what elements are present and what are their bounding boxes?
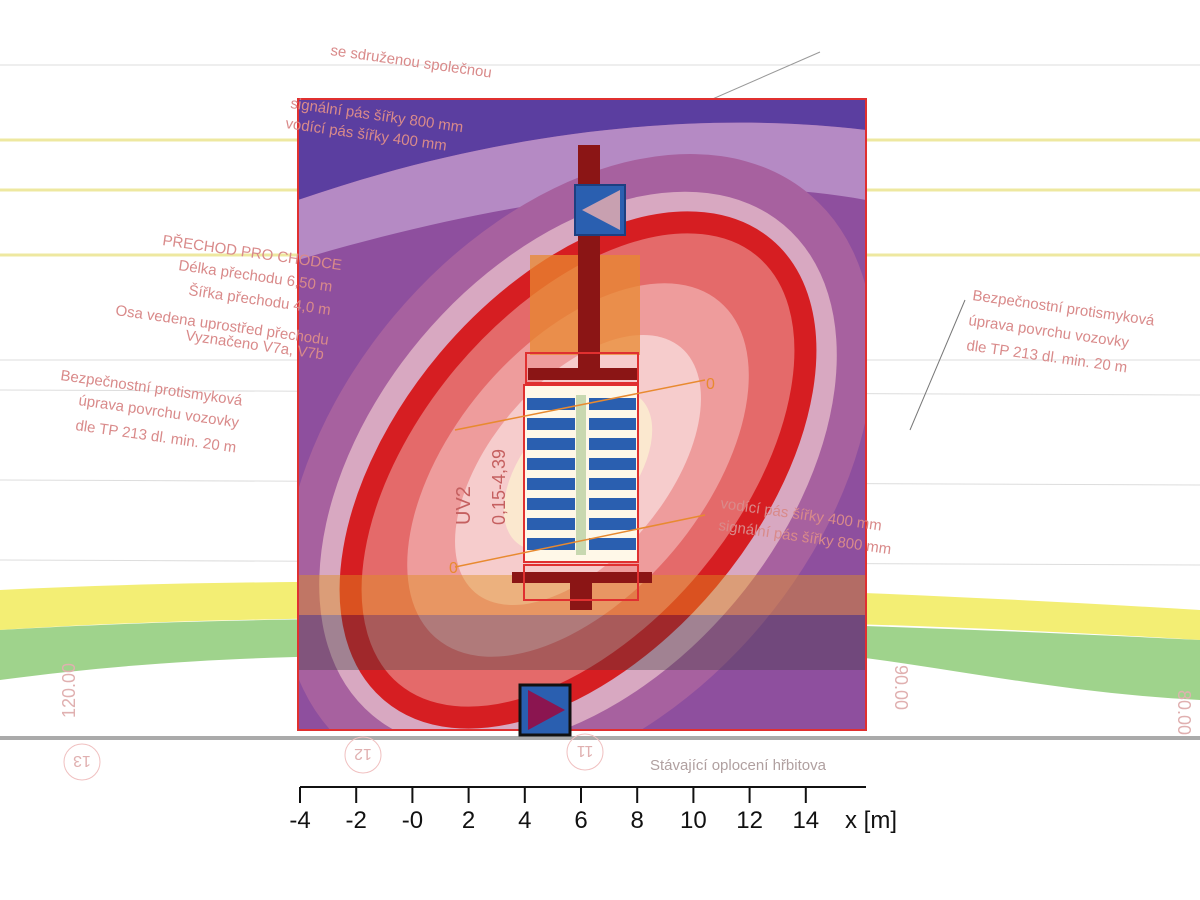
station-circle [63,743,101,781]
stripe [527,418,575,430]
stripe [527,398,575,410]
scale-label: 2 [462,807,475,834]
stripe [589,458,636,470]
stripe [527,518,575,530]
scale-label: 4 [518,807,531,834]
stripe [589,438,636,450]
crossbar [512,572,652,583]
isoline [454,514,706,568]
calc-area [297,98,867,731]
stripe [589,518,636,530]
crosswalk-median [576,395,586,555]
pole [570,583,592,610]
contour-band [298,99,866,200]
station-number: 11 [577,742,594,759]
stripe [527,498,575,510]
stripe [527,538,575,550]
fixture-label: UV2 [453,486,475,525]
isoline [454,379,706,431]
pole [578,145,600,373]
cad-note: se sdruženou společnou [329,42,492,81]
scale-label: -2 [346,807,367,834]
luminaire-arrow [528,690,565,730]
scale-unit: x [m] [845,807,897,834]
scale-label: 14 [792,807,819,834]
station-label: 80.00 [1174,690,1194,735]
stripe [589,478,636,490]
leader-line [909,299,966,431]
station-circle [344,736,382,774]
scale-label: -4 [289,807,310,834]
fixture-box [525,352,639,384]
station-number: 12 [354,745,372,762]
stripe [527,438,575,450]
luminaire-arrow [582,190,620,230]
stripe [589,538,636,550]
scale-label: 10 [680,807,707,834]
station-label: 120.00 [59,663,79,718]
scale-label: 6 [574,807,587,834]
station-label: 90.00 [891,665,911,710]
station-circle [566,733,604,771]
stripe [589,418,636,430]
fixture-box [523,564,639,601]
scale-label: -0 [402,807,423,834]
green-strip-overlay [298,615,866,670]
isoline-label: 0 [706,376,715,393]
range-label: 0,15-4,39 [489,449,509,525]
stripe [589,398,636,410]
station-number: 13 [73,752,91,769]
stripe [589,498,636,510]
stripe [527,458,575,470]
scale-bar: -4 -2 -0 2 4 6 8 10 12 14 x [m] [289,786,897,834]
isoline-label: 0 [449,560,458,577]
crossbar [528,368,638,380]
fence-label: Stávající oplocení hřbitova [650,757,827,774]
scale-label: 8 [631,807,644,834]
scale-label: 12 [736,807,763,834]
stripe [527,478,575,490]
